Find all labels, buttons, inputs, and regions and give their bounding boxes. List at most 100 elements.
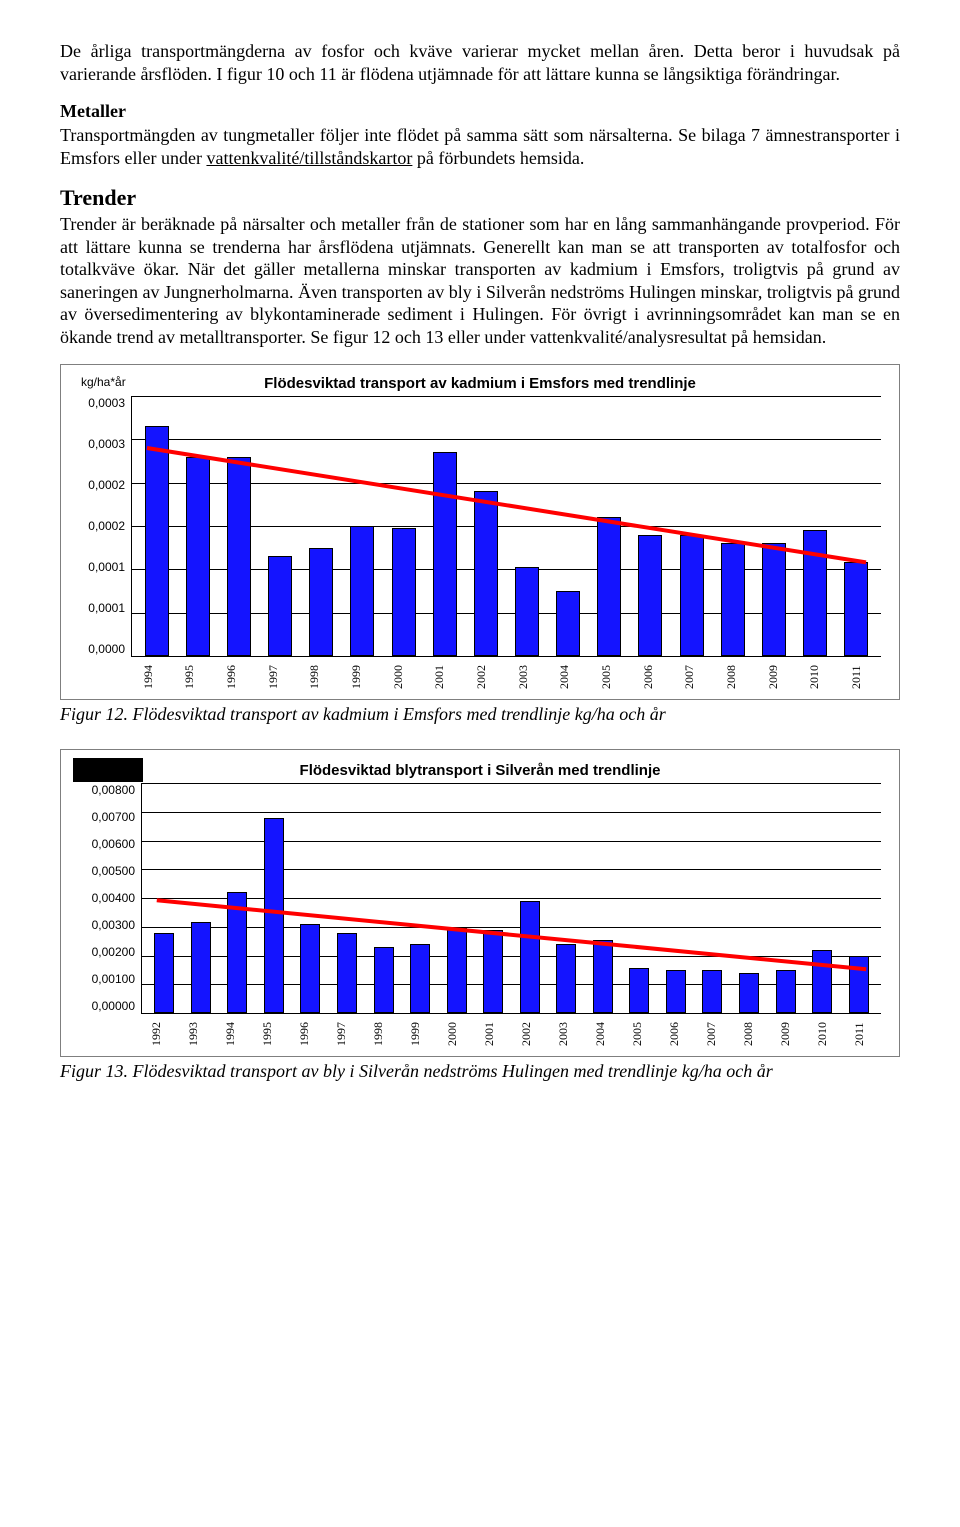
bar [680, 535, 704, 656]
bar [474, 491, 498, 656]
link-vattenkvalite[interactable]: vattenkvalité/tillståndskartor [206, 148, 412, 168]
bar [849, 956, 869, 1014]
bar [186, 457, 210, 656]
y-tick-label: 0,0001 [88, 560, 125, 574]
document-page: De årliga transportmängderna av fosfor o… [0, 0, 960, 1166]
x-tick-label: 1995 [183, 665, 195, 689]
x-tick-label: 1992 [150, 1022, 162, 1046]
heading-trender: Trender [60, 185, 900, 211]
x-tick-label: 2005 [631, 1022, 643, 1046]
paragraph-metaller: Transportmängden av tungmetaller följer … [60, 124, 900, 169]
bar [300, 924, 320, 1013]
bar [638, 535, 662, 656]
x-tick-label: 2003 [557, 1022, 569, 1046]
y-tick-label: 0,00200 [92, 945, 135, 959]
y-tick-label: 0,0001 [88, 601, 125, 615]
x-tick-label: 2005 [600, 665, 612, 689]
bar [776, 970, 796, 1013]
bar [739, 973, 759, 1013]
y-tick-label: 0,0002 [88, 478, 125, 492]
y-tick-label: 0,00000 [92, 999, 135, 1013]
bar [666, 970, 686, 1013]
bar [264, 818, 284, 1014]
y-tick-label: 0,00800 [92, 783, 135, 797]
x-tick-label: 1997 [335, 1022, 347, 1046]
bar [556, 944, 576, 1013]
x-tick-label: 2009 [779, 1022, 791, 1046]
x-tick-label: 1996 [298, 1022, 310, 1046]
chart-y-unit: kg/ha*år [71, 375, 126, 389]
x-tick-label: 2004 [558, 665, 570, 689]
chart-bly: Flödesviktad blytransport i Silverån med… [60, 749, 900, 1057]
x-tick-label: 2000 [446, 1022, 458, 1046]
x-tick-label: 2008 [725, 665, 737, 689]
chart-bars [142, 783, 881, 1013]
chart-y-axis: 0,008000,007000,006000,005000,004000,003… [69, 783, 141, 1013]
chart-plot-area [131, 396, 881, 657]
bar [483, 930, 503, 1013]
chart-bars [132, 396, 881, 656]
x-tick-label: 2010 [816, 1022, 828, 1046]
y-tick-label: 0,0000 [88, 642, 125, 656]
bar [392, 528, 416, 656]
x-tick-label: 1998 [308, 665, 320, 689]
y-tick-label: 0,0003 [88, 437, 125, 451]
bar [410, 944, 430, 1013]
x-tick-label: 2007 [683, 665, 695, 689]
bar [227, 892, 247, 1013]
bar [145, 426, 169, 656]
x-tick-label: 1999 [409, 1022, 421, 1046]
bar [154, 933, 174, 1014]
x-tick-label: 1994 [142, 665, 154, 689]
bar [803, 530, 827, 656]
x-tick-label: 2001 [433, 665, 445, 689]
x-tick-label: 2009 [767, 665, 779, 689]
chart-plot-area [141, 783, 881, 1014]
x-tick-label: 2000 [392, 665, 404, 689]
bar [844, 562, 868, 656]
chart-kadmium: kg/ha*år Flödesviktad transport av kadmi… [60, 364, 900, 700]
bar [593, 940, 613, 1013]
x-tick-label: 1995 [261, 1022, 273, 1046]
bar [268, 556, 292, 656]
y-tick-label: 0,00400 [92, 891, 135, 905]
x-tick-label: 2010 [808, 665, 820, 689]
y-tick-label: 0,00600 [92, 837, 135, 851]
bar [191, 922, 211, 1013]
text-run: på förbundets hemsida. [412, 148, 584, 168]
x-tick-label: 2006 [642, 665, 654, 689]
chart-title: Flödesviktad blytransport i Silverån med… [61, 750, 899, 783]
x-tick-label: 2002 [475, 665, 487, 689]
x-tick-label: 1999 [350, 665, 362, 689]
y-tick-label: 0,00700 [92, 810, 135, 824]
x-tick-label: 2002 [520, 1022, 532, 1046]
x-tick-label: 1994 [224, 1022, 236, 1046]
chart-title: Flödesviktad transport av kadmium i Emsf… [61, 365, 899, 396]
x-tick-label: 1998 [372, 1022, 384, 1046]
bar [309, 548, 333, 656]
paragraph-intro: De årliga transportmängderna av fosfor o… [60, 40, 900, 85]
bar [227, 457, 251, 656]
chart-x-axis: 1994199519961997199819992000200120022003… [123, 661, 899, 699]
x-tick-label: 2008 [742, 1022, 754, 1046]
bar [556, 591, 580, 656]
y-tick-label: 0,00500 [92, 864, 135, 878]
bar [350, 526, 374, 656]
paragraph-trender: Trender är beräknade på närsalter och me… [60, 213, 900, 348]
bar [597, 517, 621, 656]
y-tick-label: 0,0002 [88, 519, 125, 533]
bar [433, 452, 457, 656]
x-tick-label: 2004 [594, 1022, 606, 1046]
y-tick-label: 0,0003 [88, 396, 125, 410]
x-tick-label: 1997 [267, 665, 279, 689]
chart-y-axis: 0,0003 0,0003 0,0002 0,0002 0,0001 0,0001 0,00… [69, 396, 131, 656]
legend-blackbox [73, 758, 143, 782]
bar [702, 970, 722, 1013]
bar [447, 928, 467, 1013]
x-tick-label: 2006 [668, 1022, 680, 1046]
bar [629, 968, 649, 1013]
bar [520, 901, 540, 1013]
bar [374, 947, 394, 1013]
x-tick-label: 2011 [853, 1022, 865, 1046]
caption-figure-12: Figur 12. Flödesviktad transport av kadm… [60, 704, 900, 725]
